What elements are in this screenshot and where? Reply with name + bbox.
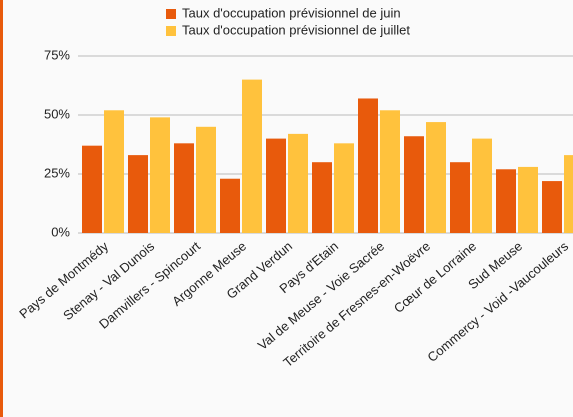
bar bbox=[104, 110, 124, 233]
bar bbox=[82, 145, 102, 233]
legend-swatch bbox=[166, 26, 176, 36]
y-tick-label: 50% bbox=[44, 106, 70, 121]
bar bbox=[564, 155, 573, 233]
bar bbox=[174, 143, 194, 233]
bar bbox=[220, 178, 240, 233]
bar bbox=[242, 79, 262, 233]
legend-label: Taux d'occupation prévisionnel de juille… bbox=[182, 22, 410, 37]
left-border bbox=[0, 0, 3, 417]
legend-swatch bbox=[166, 9, 176, 19]
y-tick-label: 75% bbox=[44, 47, 70, 62]
bar bbox=[496, 169, 516, 233]
bar bbox=[128, 155, 148, 233]
bar bbox=[312, 162, 332, 233]
bar bbox=[196, 126, 216, 233]
bar bbox=[472, 138, 492, 233]
bar bbox=[542, 181, 562, 233]
bar bbox=[518, 166, 538, 233]
bar bbox=[288, 133, 308, 233]
bar bbox=[150, 117, 170, 233]
bar bbox=[266, 138, 286, 233]
bar bbox=[450, 162, 470, 233]
bar bbox=[334, 143, 354, 233]
bar bbox=[404, 136, 424, 233]
y-tick-label: 0% bbox=[51, 224, 70, 239]
bar bbox=[380, 110, 400, 233]
x-tick-label: Cœur de Lorraine bbox=[391, 238, 479, 315]
legend-label: Taux d'occupation prévisionnel de juin bbox=[182, 5, 401, 20]
bar bbox=[358, 98, 378, 233]
y-tick-label: 25% bbox=[44, 165, 70, 180]
bar bbox=[426, 122, 446, 233]
